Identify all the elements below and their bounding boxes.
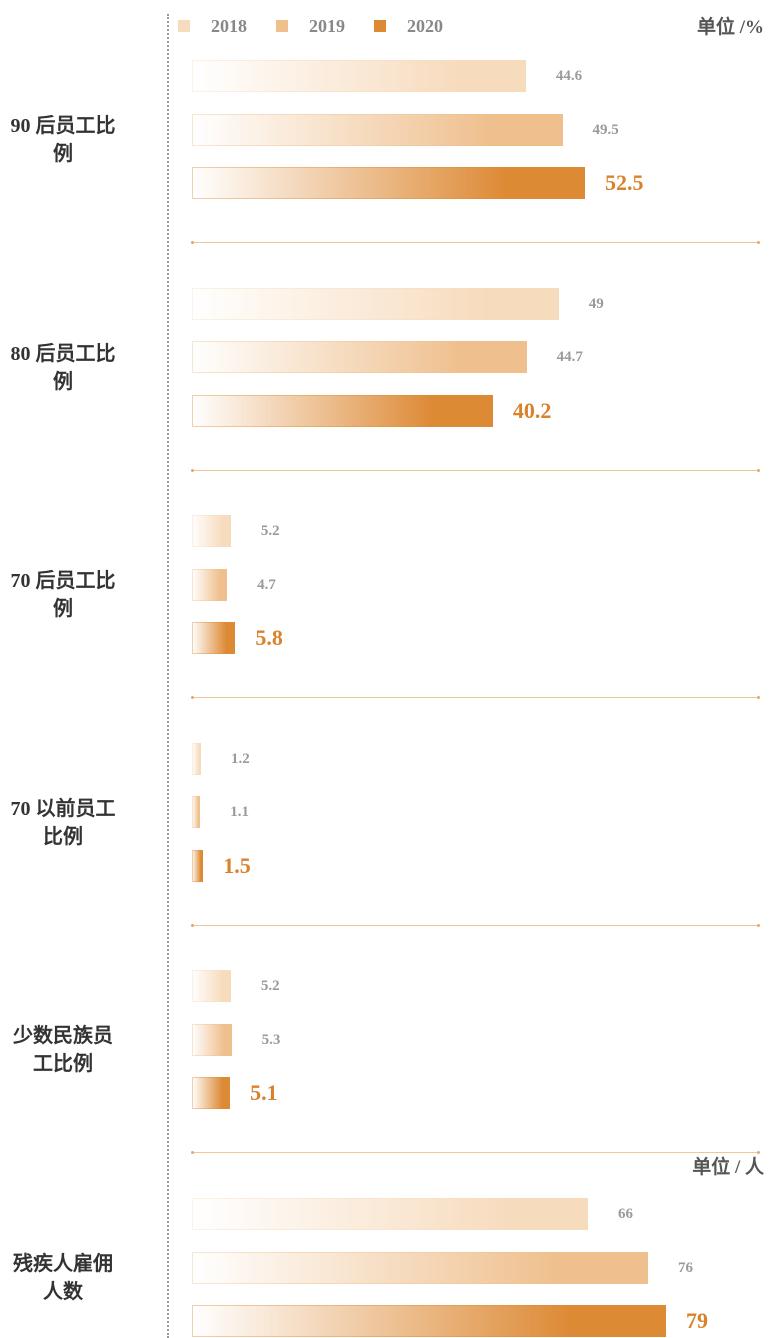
legend-label: 2019 (309, 16, 345, 36)
category-label: 少数民族员工比例 (13, 1025, 113, 1076)
category-label: 80 后员工比例 (10, 342, 116, 393)
category-label: 残疾人雇佣人数 (13, 1253, 113, 1303)
separator-dot (757, 1151, 760, 1155)
category-label: 70 后员工比例 (10, 570, 116, 621)
value-label: 5.1 (250, 1080, 278, 1106)
separator (192, 242, 758, 243)
separator-dot (757, 923, 760, 927)
value-label: 52.5 (605, 170, 644, 195)
value-label: 4.7 (257, 576, 276, 593)
separator-dot (191, 241, 194, 244)
category-label: 70 以前员工比例 (10, 797, 116, 848)
separator (192, 469, 758, 471)
separator-dot (191, 1151, 194, 1155)
bar (192, 1077, 231, 1110)
value-label: 49.5 (592, 121, 619, 138)
value-label: 49 (588, 295, 604, 312)
legend-label: 2018 (211, 16, 247, 36)
unit-label: 单位 / 人 (692, 1157, 764, 1178)
bar (192, 1198, 588, 1230)
bar (192, 742, 201, 775)
bar (192, 1305, 666, 1337)
bar (192, 796, 201, 829)
separator-dot (757, 241, 760, 244)
value-label: 5.2 (260, 523, 280, 540)
separator-dot (757, 696, 760, 700)
separator (192, 697, 758, 699)
axis-line (167, 14, 169, 1338)
separator (192, 924, 758, 926)
bar (192, 1023, 232, 1056)
value-label: 1.1 (230, 804, 249, 821)
bar (192, 568, 228, 601)
value-label: 66 (618, 1206, 633, 1222)
value-label: 44.7 (556, 349, 583, 366)
value-label: 5.3 (261, 1031, 281, 1048)
bar (192, 287, 559, 320)
value-label: 5.2 (260, 978, 280, 995)
legend-swatch (276, 20, 288, 32)
bar (192, 515, 231, 548)
separator-dot (191, 468, 194, 472)
bar (192, 341, 527, 374)
bar (192, 970, 231, 1003)
separator-dot (757, 468, 760, 472)
value-label: 1.2 (230, 750, 250, 767)
legend-swatch (178, 20, 190, 32)
category-label: 90 后员工比例 (10, 115, 116, 165)
value-label: 44.6 (555, 68, 583, 84)
unit-label: 单位 /% (696, 17, 764, 38)
bar (192, 1251, 648, 1284)
value-label: 40.2 (512, 397, 552, 423)
value-label: 5.8 (255, 625, 283, 651)
value-label: 79 (686, 1308, 708, 1333)
separator (192, 1152, 758, 1154)
bar (192, 849, 204, 882)
value-label: 76 (678, 1259, 693, 1276)
bar (192, 167, 585, 199)
separator-dot (191, 696, 194, 700)
legend-swatch (374, 20, 386, 32)
bar (192, 622, 236, 655)
separator-dot (191, 923, 194, 927)
bar (192, 113, 563, 146)
bar (192, 394, 493, 427)
bar (192, 60, 526, 92)
legend-label: 2020 (407, 16, 443, 36)
value-label: 1.5 (223, 852, 251, 878)
